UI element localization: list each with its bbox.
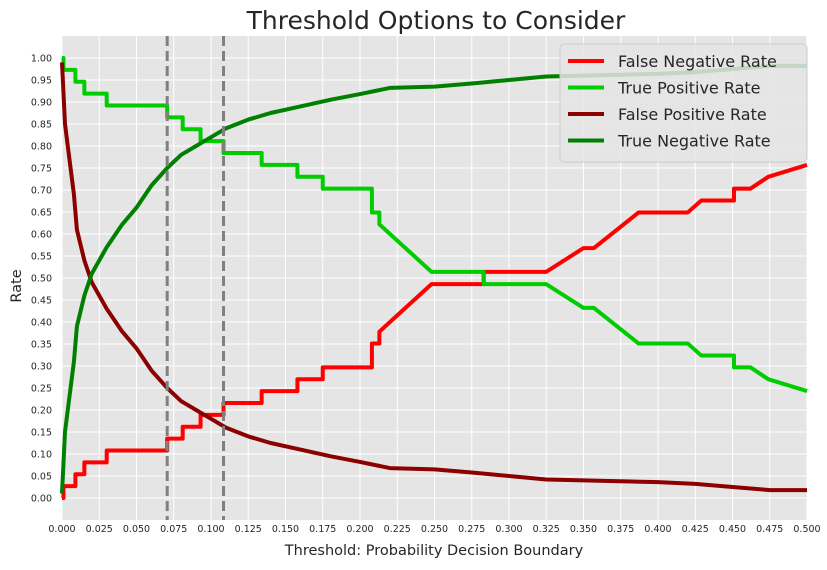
x-tick-label: 0.125	[235, 524, 262, 535]
y-tick-label: 0.55	[31, 252, 52, 263]
y-tick-label: 0.80	[31, 142, 52, 153]
x-tick-label: 0.400	[644, 524, 671, 535]
x-tick-label: 0.425	[682, 524, 709, 535]
x-tick-label: 0.375	[607, 524, 634, 535]
y-tick-label: 0.00	[31, 494, 52, 505]
y-axis-label: Rate	[9, 269, 25, 302]
chart-title: Threshold Options to Consider	[246, 6, 626, 35]
y-tick-label: 0.50	[31, 274, 52, 285]
x-tick-labels: 0.000 0.025 0.050 0.075 0.100 0.125 0.150 0.175…	[48, 524, 820, 535]
x-tick-label: 0.350	[570, 524, 597, 535]
y-tick-label: 0.65	[31, 208, 52, 219]
legend-label-3: True Negative Rate	[617, 132, 771, 151]
x-tick-label: 0.075	[160, 524, 187, 535]
x-tick-label: 0.150	[272, 524, 299, 535]
x-tick-label: 0.325	[533, 524, 560, 535]
x-tick-label: 0.200	[346, 524, 373, 535]
y-tick-label: 0.20	[31, 406, 52, 417]
y-tick-label: 1.00	[31, 54, 52, 65]
threshold-lines	[165, 36, 226, 520]
x-tick-label: 0.500	[793, 524, 820, 535]
y-tick-label: 0.40	[31, 318, 52, 329]
y-tick-labels: 0.00 0.05 0.10 0.15 0.20 0.25 0.30 0.35 0.40 0.45…	[31, 54, 52, 505]
legend: False Negative Rate True Positive Rate Fal…	[559, 43, 808, 163]
y-tick-label: 0.05	[31, 472, 52, 483]
legend-box	[559, 43, 808, 163]
x-tick-label: 0.050	[123, 524, 150, 535]
series-lines	[60, 56, 808, 500]
legend-label-1: True Positive Rate	[617, 79, 761, 98]
y-tick-label: 0.75	[31, 164, 52, 175]
x-tick-label: 0.475	[756, 524, 783, 535]
x-tick-label: 0.250	[421, 524, 448, 535]
x-tick-label: 0.275	[458, 524, 485, 535]
y-tick-label: 0.60	[31, 230, 52, 241]
x-tick-label: 0.100	[197, 524, 224, 535]
y-tick-label: 0.95	[31, 76, 52, 87]
legend-label-0: False Negative Rate	[618, 52, 777, 71]
y-tick-label: 0.35	[31, 340, 52, 351]
x-tick-label: 0.300	[495, 524, 522, 535]
y-tick-label: 0.90	[31, 98, 52, 109]
y-tick-label: 0.25	[31, 384, 52, 395]
y-tick-label: 0.70	[31, 186, 52, 197]
y-tick-label: 0.15	[31, 428, 52, 439]
x-tick-label: 0.025	[86, 524, 113, 535]
series-line-1	[61, 56, 808, 393]
y-tick-label: 0.85	[31, 120, 52, 131]
y-tick-label: 0.10	[31, 450, 52, 461]
legend-label-2: False Positive Rate	[618, 105, 767, 124]
y-tick-label: 0.30	[31, 362, 52, 373]
x-tick-label: 0.450	[719, 524, 746, 535]
x-axis-label: Threshold: Probability Decision Boundary	[284, 543, 584, 559]
series-line-2	[60, 62, 807, 493]
x-tick-label: 0.225	[384, 524, 411, 535]
x-tick-label: 0.175	[309, 524, 336, 535]
y-tick-label: 0.45	[31, 296, 52, 307]
x-tick-label: 0.000	[48, 524, 75, 535]
series-line-0	[61, 163, 808, 500]
